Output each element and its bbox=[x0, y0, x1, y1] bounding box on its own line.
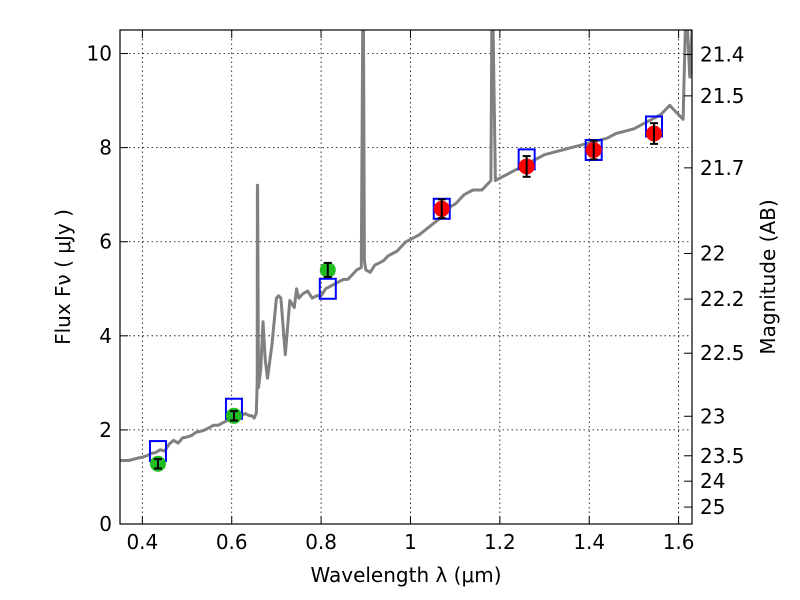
y2-tick-label: 22.5 bbox=[700, 341, 745, 365]
y-tick-label: 8 bbox=[99, 136, 112, 160]
x-tick-label: 1.2 bbox=[484, 530, 516, 554]
y-tick-label: 0 bbox=[99, 512, 112, 536]
x-tick-label: 0.4 bbox=[126, 530, 158, 554]
model-photometry-square bbox=[318, 277, 337, 300]
x-tick-label: 0.6 bbox=[216, 530, 248, 554]
y2-tick-label: 23.5 bbox=[700, 444, 745, 468]
x-axis-label: Wavelength λ (μm) bbox=[310, 563, 501, 587]
y-tick-label: 6 bbox=[99, 230, 112, 254]
spectrum-line bbox=[120, 30, 692, 462]
y2-tick-label: 24 bbox=[700, 469, 725, 493]
x-axis: 0.4 0.6 0.8 1 1.2 1.4 1.6 bbox=[126, 30, 695, 554]
y2-tick-label: 22.2 bbox=[700, 287, 745, 311]
y-axis-label: Flux Fν ( μJy ) bbox=[51, 209, 75, 345]
y2-tick-label: 21.7 bbox=[700, 156, 745, 180]
y2-tick-label: 21.5 bbox=[700, 84, 745, 108]
y-tick-label: 10 bbox=[87, 42, 112, 66]
plot-area bbox=[120, 30, 692, 472]
x-tick-label: 1 bbox=[404, 530, 417, 554]
y2-tick-label: 23 bbox=[700, 404, 725, 428]
plot-frame bbox=[119, 29, 693, 525]
x-tick-label: 1.4 bbox=[573, 530, 605, 554]
y2-tick-label: 25 bbox=[700, 495, 725, 519]
y2-axis-label: Magnitude (AB) bbox=[756, 199, 780, 354]
y-tick-label: 4 bbox=[99, 324, 112, 348]
y-axis-flux: 0 2 4 6 8 10 bbox=[87, 42, 128, 536]
y-tick-label: 2 bbox=[99, 418, 112, 442]
x-tick-label: 1.6 bbox=[663, 530, 695, 554]
x-tick-label: 0.8 bbox=[305, 530, 337, 554]
y2-tick-label: 22 bbox=[700, 241, 725, 265]
y2-tick-label: 21.4 bbox=[700, 42, 745, 66]
